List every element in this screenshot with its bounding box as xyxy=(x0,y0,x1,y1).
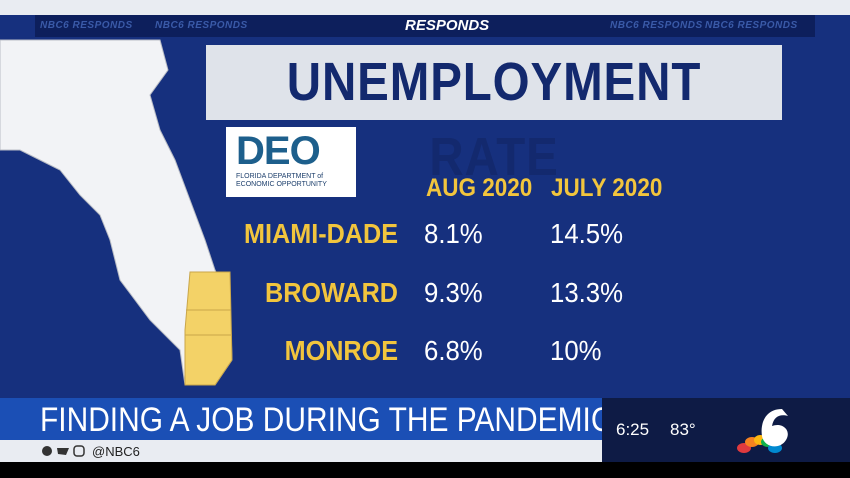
highlighted-counties xyxy=(184,271,233,386)
title: UNEMPLOYMENT RATE xyxy=(286,52,702,187)
social-icons xyxy=(42,445,85,457)
logo-acronym: DEO xyxy=(236,129,321,173)
responds-label: RESPONDS xyxy=(405,17,490,34)
rate-cell: 13.3% xyxy=(550,277,624,308)
info-box: 6:25 83° xyxy=(602,398,850,463)
rate-cell: 14.5% xyxy=(550,218,624,249)
top-strip xyxy=(0,0,850,15)
row-label: MIAMI-DADE xyxy=(244,218,398,249)
faded-label: NBC6 RESPONDS xyxy=(155,20,248,31)
title-box: UNEMPLOYMENT RATE xyxy=(206,45,782,187)
time: 6:25 xyxy=(616,420,650,439)
faded-label: NBC6 RESPONDS xyxy=(40,20,133,31)
faded-label: NBC6 RESPONDS xyxy=(610,20,703,31)
rate-cell: 8.1% xyxy=(424,218,483,249)
rate-cell: 10% xyxy=(550,335,602,366)
rate-cell: 9.3% xyxy=(424,277,483,308)
logo-subtitle: FLORIDA DEPARTMENT of ECONOMIC OPPORTUNI… xyxy=(236,173,327,188)
faded-label: NBC6 RESPONDS xyxy=(705,20,798,31)
temperature: 83° xyxy=(670,420,696,439)
rate-cell: 6.8% xyxy=(424,335,483,366)
lower-third: FINDING A JOB DURING THE PANDEMIC xyxy=(0,398,612,440)
letterbox xyxy=(0,462,850,478)
network-logo xyxy=(737,409,788,453)
column-header: AUG 2020 xyxy=(426,174,533,202)
social-strip: @NBC6 xyxy=(0,440,602,462)
florida-map xyxy=(0,39,233,386)
row-label: MONROE xyxy=(284,335,398,366)
headline: FINDING A JOB DURING THE PANDEMIC xyxy=(40,401,613,439)
row-label: BROWARD xyxy=(265,277,398,308)
column-header: JULY 2020 xyxy=(551,174,663,202)
social-handle: @NBC6 xyxy=(92,444,140,459)
deo-logo: DEO FLORIDA DEPARTMENT of ECONOMIC OPPOR… xyxy=(226,127,356,197)
six-logo xyxy=(761,409,788,447)
top-band: NBC6 RESPONDS NBC6 RESPONDS NBC6 RESPOND… xyxy=(35,15,815,37)
